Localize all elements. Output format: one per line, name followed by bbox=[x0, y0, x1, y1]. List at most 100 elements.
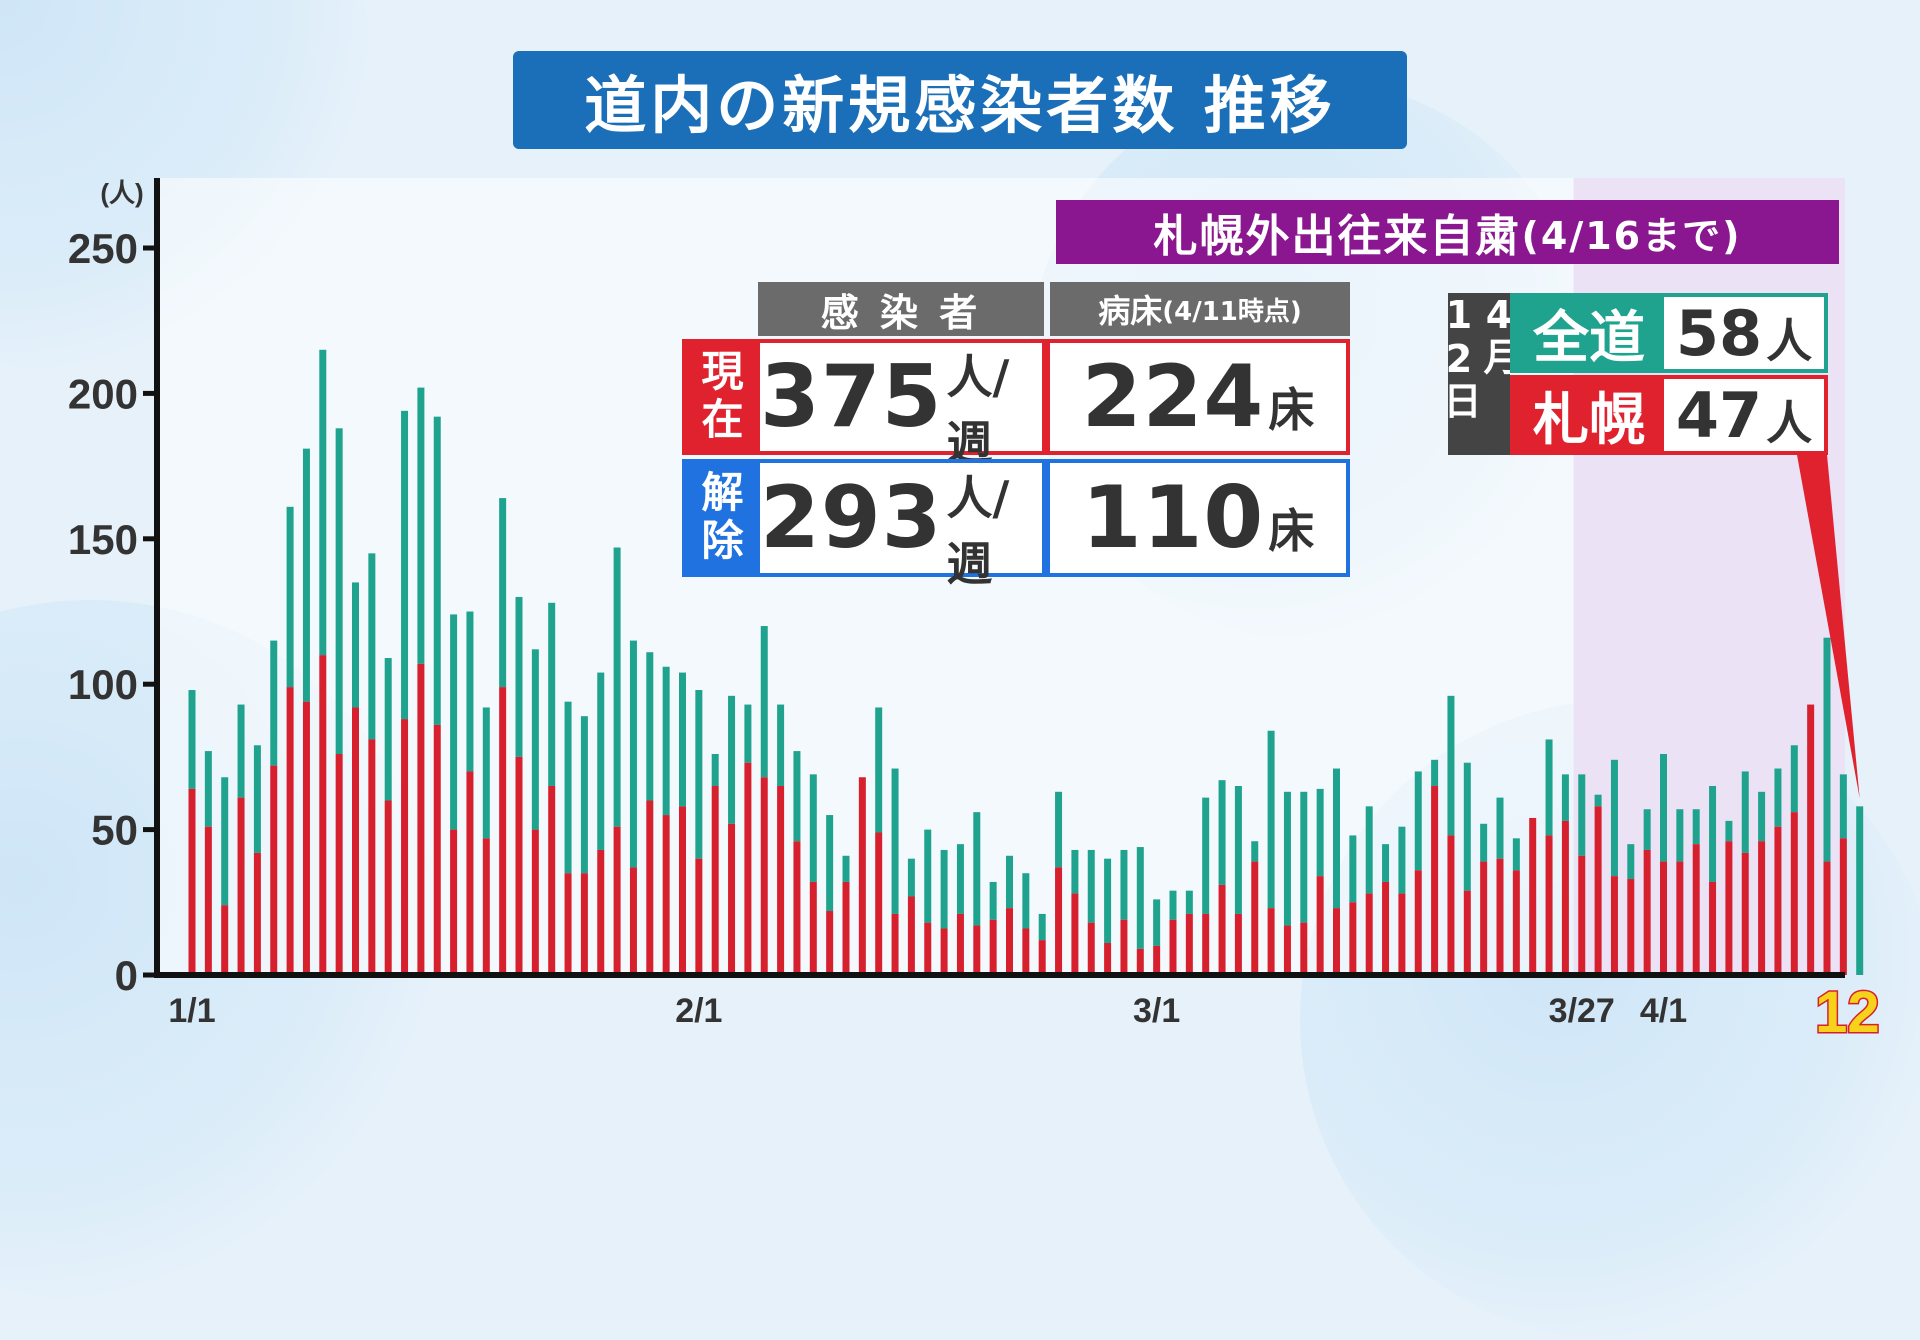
bar-hokkaido bbox=[989, 881, 997, 920]
bar-hokkaido bbox=[531, 649, 539, 830]
bar-sapporo bbox=[253, 852, 261, 975]
bar-sapporo bbox=[826, 911, 834, 975]
bar-sapporo bbox=[1087, 922, 1095, 975]
today-date-text: 4月12日 bbox=[1437, 293, 1521, 419]
bar-sapporo bbox=[531, 829, 539, 975]
bar-hokkaido bbox=[580, 716, 588, 874]
y-tick-label: 50 bbox=[91, 807, 138, 854]
bar-hokkaido bbox=[1480, 823, 1488, 862]
released-beds-value: 110 bbox=[1081, 468, 1265, 568]
bar-sapporo bbox=[1578, 855, 1586, 975]
bar-hokkaido bbox=[1316, 788, 1324, 877]
bar-sapporo bbox=[597, 849, 605, 975]
label-current-text: 現在 bbox=[695, 349, 744, 445]
bar-hokkaido bbox=[1006, 855, 1013, 909]
bar-sapporo bbox=[466, 771, 474, 975]
bar-sapporo bbox=[646, 800, 654, 975]
bar-sapporo bbox=[1316, 876, 1324, 975]
bar-sapporo bbox=[1480, 861, 1488, 975]
bar-hokkaido bbox=[515, 596, 523, 757]
bar-sapporo bbox=[973, 925, 981, 975]
bar-hokkaido bbox=[1365, 806, 1373, 894]
bar-sapporo bbox=[1365, 893, 1373, 975]
bar-hokkaido bbox=[1267, 730, 1275, 909]
bar-hokkaido bbox=[482, 707, 490, 839]
y-axis-label: (人) bbox=[100, 178, 143, 208]
bar-hokkaido bbox=[548, 602, 556, 786]
bar-hokkaido bbox=[1512, 838, 1520, 871]
bar-sapporo bbox=[204, 826, 212, 975]
bar-hokkaido bbox=[433, 416, 441, 725]
bar-hokkaido bbox=[1545, 739, 1553, 836]
bar-hokkaido bbox=[1234, 785, 1242, 914]
bar-sapporo bbox=[1725, 841, 1733, 975]
bar-sapporo bbox=[940, 928, 948, 975]
bar-sapporo bbox=[515, 756, 523, 975]
bar-sapporo bbox=[1839, 838, 1847, 975]
bar-sapporo bbox=[1463, 890, 1471, 975]
bar-hokkaido bbox=[924, 829, 932, 923]
bar-sapporo bbox=[1496, 858, 1504, 975]
today-hokkaido-value: 58 bbox=[1675, 296, 1763, 370]
bar-sapporo bbox=[809, 881, 817, 975]
bar-sapporo bbox=[1447, 835, 1455, 975]
bar-hokkaido bbox=[842, 855, 850, 882]
bar-sapporo bbox=[1431, 785, 1439, 975]
bar-sapporo bbox=[1169, 919, 1177, 975]
bar-sapporo bbox=[1022, 928, 1030, 975]
bar-hokkaido bbox=[450, 614, 458, 830]
current-beds-cell: 224 床 bbox=[1046, 339, 1350, 455]
label-released: 解除 bbox=[682, 459, 756, 577]
bar-hokkaido bbox=[1414, 771, 1422, 871]
bar-sapporo bbox=[450, 829, 458, 975]
header-infected: 感 染 者 bbox=[758, 282, 1044, 336]
bar-sapporo bbox=[335, 753, 343, 975]
bar-hokkaido bbox=[760, 626, 768, 778]
bar-hokkaido bbox=[466, 611, 474, 772]
bar-hokkaido bbox=[679, 672, 686, 807]
today-hokkaido-cell: 58 人 bbox=[1664, 296, 1824, 370]
bar-hokkaido bbox=[1382, 844, 1390, 882]
header-beds: 病床 (4/11時点) bbox=[1050, 282, 1350, 336]
bar-sapporo bbox=[401, 719, 409, 975]
bar-hokkaido bbox=[1692, 809, 1700, 845]
bar-hokkaido bbox=[368, 553, 376, 740]
page-title: 道内の新規感染者数 推移 bbox=[513, 51, 1407, 149]
bar-hokkaido bbox=[907, 858, 915, 897]
bar-sapporo bbox=[1398, 893, 1406, 975]
released-infected-unit: 人/週 bbox=[946, 471, 1010, 591]
bar-sapporo bbox=[662, 815, 670, 975]
bar-hokkaido bbox=[253, 745, 261, 853]
bar-hokkaido bbox=[793, 751, 801, 842]
bar-sapporo bbox=[548, 785, 556, 975]
bar-sapporo bbox=[711, 785, 719, 975]
bar-sapporo bbox=[188, 788, 196, 975]
bar-sapporo bbox=[1283, 925, 1291, 975]
bar-sapporo bbox=[1627, 879, 1635, 975]
x-tick-label: 4/1 bbox=[1640, 992, 1687, 1030]
bar-sapporo bbox=[1300, 922, 1308, 975]
bar-hokkaido bbox=[335, 428, 343, 754]
bar-sapporo bbox=[858, 777, 866, 975]
x-tick-label: 3/27 bbox=[1549, 992, 1615, 1030]
bar-sapporo bbox=[1545, 835, 1553, 975]
bar-sapporo bbox=[1610, 876, 1618, 975]
bar-hokkaido bbox=[188, 690, 196, 789]
bar-sapporo bbox=[1153, 945, 1161, 975]
x-tick-label: 3/1 bbox=[1133, 992, 1180, 1030]
bar-sapporo bbox=[1529, 817, 1537, 975]
bar-hokkaido bbox=[1447, 695, 1455, 836]
bar-hokkaido bbox=[221, 777, 229, 906]
bar-hokkaido bbox=[1627, 844, 1635, 880]
bar-sapporo bbox=[1202, 913, 1210, 975]
y-tick-label: 0 bbox=[115, 952, 138, 999]
bar-sapporo bbox=[744, 762, 752, 975]
current-infected-unit: 人/週 bbox=[946, 350, 1010, 470]
x-tick-label: 1/1 bbox=[168, 992, 215, 1030]
x-tick-label-today: 12 bbox=[1815, 980, 1880, 1045]
bar-hokkaido bbox=[711, 753, 719, 786]
bar-hokkaido bbox=[564, 701, 572, 874]
bar-sapporo bbox=[319, 655, 327, 975]
bar-sapporo bbox=[1267, 908, 1275, 975]
bar-hokkaido bbox=[662, 666, 670, 816]
